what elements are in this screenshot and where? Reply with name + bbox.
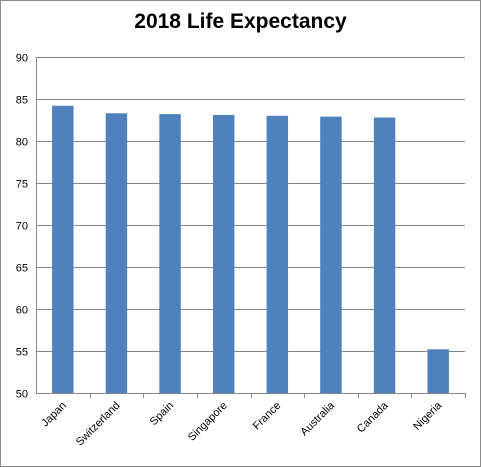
y-tick-label: 80	[16, 137, 28, 149]
y-tick-label: 55	[16, 347, 28, 359]
x-tick-label: Spain	[148, 400, 176, 428]
chart-title: 2018 Life Expectancy	[134, 10, 347, 33]
y-tick-label: 60	[16, 305, 28, 317]
y-tick-label: 90	[16, 53, 28, 65]
bar-france	[266, 115, 289, 394]
x-tick-labels: Japan Switzerland Spain Singapore France Aust…	[39, 399, 445, 448]
x-tick-label: France	[251, 400, 284, 433]
x-tick-label: Japan	[39, 400, 69, 430]
y-tick-label: 70	[16, 221, 28, 233]
y-tick-label: 65	[16, 263, 28, 275]
bar-japan	[52, 105, 74, 393]
x-tick-label: Nigeria	[411, 399, 445, 433]
y-tick-labels: 50 55 60 65 70 75 80 85 90	[16, 53, 28, 401]
x-tick-label: Singapore	[186, 400, 230, 444]
bar-australia	[320, 116, 342, 393]
axes	[36, 57, 466, 398]
bar-singapore	[212, 114, 235, 394]
x-tick-label: Canada	[355, 399, 391, 435]
x-tick-label: Australia	[298, 399, 337, 438]
bar-spain	[159, 114, 181, 394]
bar-nigeria	[427, 349, 449, 393]
bars	[52, 105, 449, 394]
y-tick-label: 85	[16, 95, 28, 107]
bar-switzerland	[105, 113, 128, 393]
y-tick-label: 50	[16, 389, 28, 401]
gridlines	[36, 57, 465, 352]
bar-canada	[373, 117, 396, 393]
y-tick-label: 75	[16, 179, 28, 191]
x-tick-label: Switzerland	[74, 400, 123, 449]
